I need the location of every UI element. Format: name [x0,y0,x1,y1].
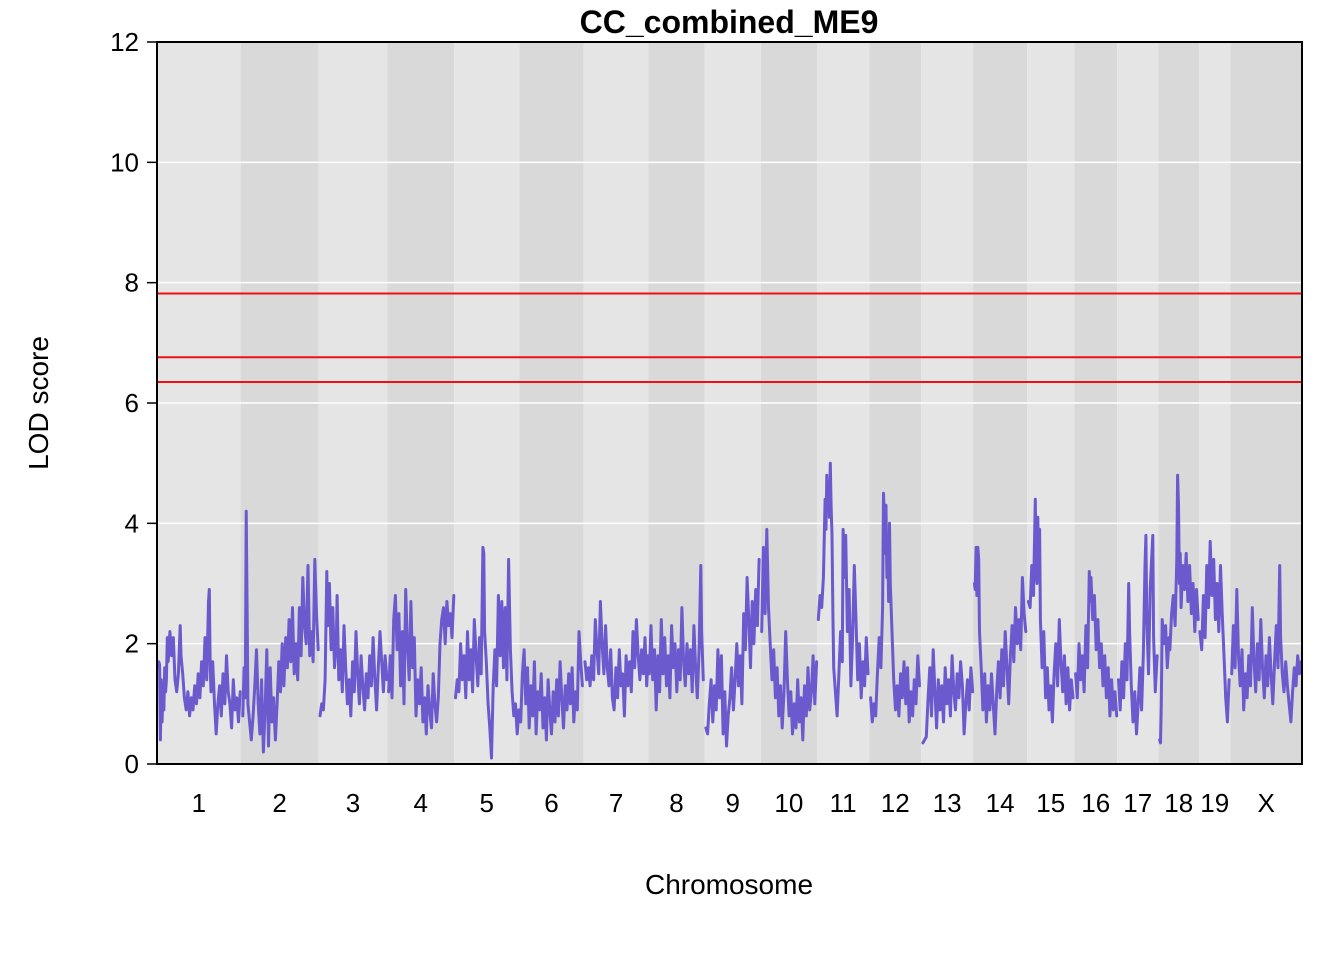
y-tick-label: 0 [125,749,139,779]
lod-curve-chr-14 [972,545,1028,736]
x-tick-label: 8 [669,788,683,818]
x-tick-label: 7 [609,788,623,818]
lod-curve-chr-8 [647,564,705,712]
lod-curve-chr-9 [704,557,761,748]
x-tick-label: 13 [933,788,962,818]
x-tick-label: 3 [346,788,360,818]
y-tick-label: 2 [125,629,139,659]
x-tick-label: 15 [1036,788,1065,818]
x-axis: 1 2 3 4 5 6 7 8 9 10 11 12 13 14 15 16 17 18 19 X [192,788,1275,818]
lod-curve-chr-12 [869,491,921,724]
y-tick-label: 12 [110,27,139,57]
lod-curve-chr-1 [156,588,242,742]
y-tick-label: 8 [125,268,139,298]
y-tick-label: 4 [125,508,139,538]
x-tick-label: 1 [192,788,206,818]
lod-curve-chr-5 [454,545,521,760]
lod-curve-chr-15 [1026,497,1075,724]
lod-curve-chr-13 [921,648,975,745]
lod-curve-chr-3 [318,570,389,718]
lod-curve-chr-19 [1198,539,1231,724]
x-tick-label: 16 [1081,788,1110,818]
y-gridlines [157,161,1302,645]
x-tick-label: 18 [1164,788,1193,818]
lod-series [156,461,1303,760]
x-tick-label: X [1258,788,1275,818]
y-axis-label: LOD score [23,336,54,470]
threshold-lines [157,292,1302,383]
x-tick-label: 9 [725,788,739,818]
x-tick-label: 11 [830,788,857,818]
lod-curve-chr-6 [519,630,584,742]
lod-curve-chr-18 [1158,473,1200,745]
lod-curve-chr-10 [760,527,819,742]
x-tick-label: 5 [480,788,494,818]
lod-curve-chr-16 [1074,570,1119,718]
y-tick-label: 10 [110,147,139,177]
chart-title: CC_combined_ME9 [580,4,879,40]
lod-curve-chr-4 [387,588,456,736]
x-tick-label: 14 [986,788,1015,818]
x-tick-label: 17 [1123,788,1152,818]
x-tick-label: 2 [272,788,286,818]
lod-curve-chr-11 [816,461,870,718]
lod-curve-chr-X [1230,564,1303,724]
x-tick-label: 19 [1200,788,1229,818]
x-axis-label: Chromosome [645,869,813,900]
x-tick-label: 10 [774,788,803,818]
lod-curve-chr-2 [241,509,320,754]
x-tick-label: 12 [881,788,910,818]
x-tick-label: 6 [544,788,558,818]
lod-curve-chr-17 [1117,533,1159,736]
y-axis: 0 2 4 6 8 10 12 [110,27,157,779]
y-tick-label: 6 [125,388,139,418]
lod-curve-chr-7 [583,600,650,718]
x-tick-label: 4 [414,788,428,818]
